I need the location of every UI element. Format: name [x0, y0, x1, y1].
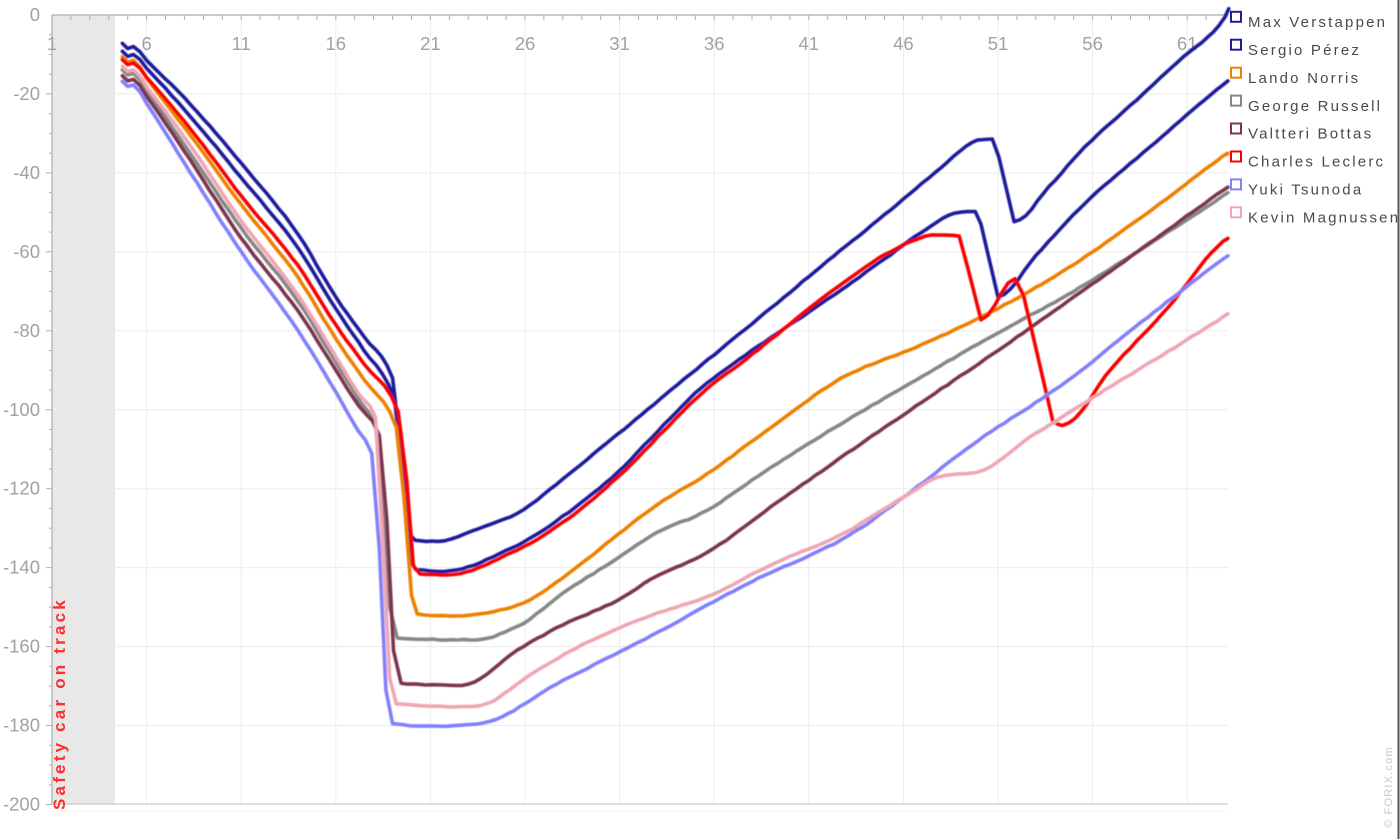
- svg-text:31: 31: [609, 33, 630, 54]
- svg-text:1: 1: [47, 33, 57, 54]
- svg-text:Kevin Magnussen: Kevin Magnussen: [1248, 210, 1400, 227]
- svg-text:26: 26: [515, 33, 536, 54]
- svg-text:Sergio Pérez: Sergio Pérez: [1248, 42, 1361, 59]
- svg-text:© FORIX.com: © FORIX.com: [1383, 746, 1395, 828]
- svg-text:6: 6: [141, 33, 151, 54]
- svg-text:56: 56: [1082, 33, 1103, 54]
- svg-text:-100: -100: [3, 399, 40, 420]
- svg-text:-20: -20: [13, 83, 40, 104]
- svg-text:-120: -120: [3, 478, 40, 499]
- svg-text:-160: -160: [3, 636, 40, 657]
- svg-text:Charles Leclerc: Charles Leclerc: [1248, 154, 1385, 171]
- svg-text:Lando Norris: Lando Norris: [1248, 70, 1360, 87]
- svg-text:Yuki Tsunoda: Yuki Tsunoda: [1248, 182, 1363, 199]
- svg-text:11: 11: [232, 33, 251, 54]
- svg-text:-40: -40: [13, 162, 40, 183]
- svg-text:-140: -140: [3, 557, 40, 578]
- svg-text:46: 46: [893, 33, 914, 54]
- svg-text:George Russell: George Russell: [1248, 98, 1382, 115]
- svg-text:-80: -80: [13, 320, 40, 341]
- svg-text:Valtteri Bottas: Valtteri Bottas: [1248, 126, 1373, 143]
- svg-text:36: 36: [704, 33, 725, 54]
- svg-text:41: 41: [799, 33, 820, 54]
- svg-text:16: 16: [326, 33, 347, 54]
- svg-text:Max Verstappen: Max Verstappen: [1248, 14, 1387, 31]
- svg-text:Safety car on track: Safety car on track: [50, 597, 69, 810]
- svg-text:61: 61: [1177, 33, 1198, 54]
- svg-text:21: 21: [420, 33, 441, 54]
- svg-text:-60: -60: [13, 241, 40, 262]
- svg-text:-180: -180: [3, 715, 40, 736]
- svg-text:-200: -200: [3, 794, 40, 815]
- svg-text:51: 51: [988, 33, 1009, 54]
- svg-text:0: 0: [30, 4, 40, 25]
